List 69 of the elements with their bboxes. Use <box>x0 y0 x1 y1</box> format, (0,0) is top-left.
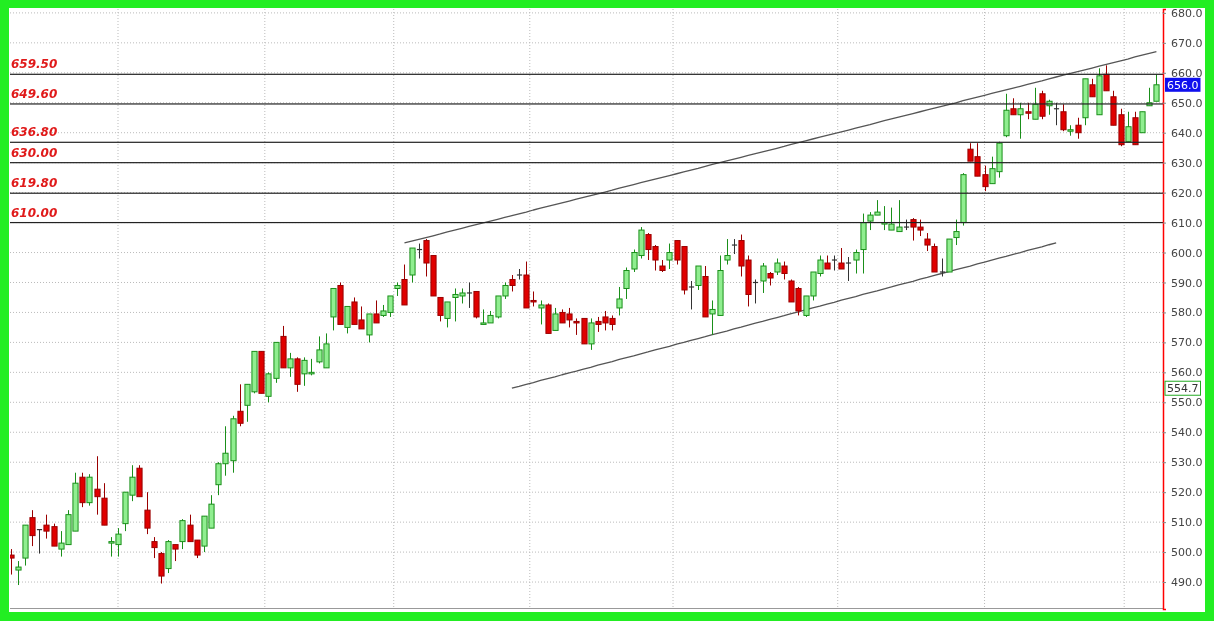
y-tick-label: 530.0 <box>1171 456 1203 470</box>
candlestick <box>10 548 15 576</box>
ref-line-label: 619.80 <box>11 176 58 191</box>
candlestick <box>623 267 630 300</box>
candlestick <box>1139 111 1146 134</box>
y-tick-label: 560.0 <box>1171 366 1203 380</box>
candlestick <box>1017 102 1024 140</box>
ref-line-label: 659.50 <box>11 57 58 72</box>
y-tick-label: 650.0 <box>1171 96 1203 110</box>
candlestick <box>953 219 960 246</box>
y-tick-label: 570.0 <box>1171 336 1203 350</box>
ref-line-label: 649.60 <box>11 86 58 101</box>
ref-line-label: 610.00 <box>11 205 58 220</box>
candlestick <box>94 455 101 516</box>
candlestick <box>838 247 845 270</box>
candlestick <box>15 560 22 586</box>
y-tick-label: 590.0 <box>1171 276 1203 290</box>
candlestick <box>1153 73 1160 102</box>
candlestick <box>1039 90 1046 120</box>
y-tick-label: 490.0 <box>1171 576 1203 590</box>
candlestick <box>1060 103 1067 132</box>
candlestick <box>373 299 380 324</box>
y-tick-label: 680.0 <box>1171 6 1203 20</box>
y-tick-label: 600.0 <box>1171 246 1203 260</box>
y-tick-label: 670.0 <box>1171 36 1203 50</box>
y-tick-label: 580.0 <box>1171 306 1203 320</box>
candlestick <box>616 286 623 316</box>
candlestick <box>552 307 559 331</box>
ref-line-label: 636.80 <box>11 125 58 140</box>
candlestick <box>237 383 244 427</box>
candlestick <box>466 281 473 309</box>
y-tick-label: 540.0 <box>1171 426 1203 440</box>
candlestick <box>538 299 545 325</box>
y-tick-label: 630.0 <box>1171 156 1203 170</box>
candlestick <box>724 238 731 266</box>
candlestick <box>1125 111 1132 143</box>
candlestick <box>179 518 186 550</box>
candlestick <box>688 280 695 310</box>
y-tick-label: 510.0 <box>1171 516 1203 530</box>
candlestick <box>444 301 451 328</box>
candlestick <box>151 536 158 559</box>
candlestick <box>1075 117 1082 140</box>
candlestick <box>29 509 36 547</box>
candlestick <box>1032 87 1039 120</box>
candlestick <box>158 551 165 585</box>
y-tick-label: 550.0 <box>1171 396 1203 410</box>
candlestick <box>144 491 151 535</box>
candlestick <box>588 317 595 351</box>
candlestick <box>695 265 702 291</box>
y-tick-label: 520.0 <box>1171 486 1203 500</box>
line-series <box>511 242 1057 389</box>
candlestick <box>845 256 852 282</box>
annotation: 656.0 <box>1167 78 1199 92</box>
y-tick-label: 620.0 <box>1171 186 1203 200</box>
y-tick-label: 610.0 <box>1171 216 1203 230</box>
y-tick-label: 660.0 <box>1171 66 1203 80</box>
y-tick-label: 640.0 <box>1171 126 1203 140</box>
y-tick-label: 500.0 <box>1171 546 1203 560</box>
candlestick <box>666 243 673 270</box>
candlestick <box>760 262 767 294</box>
ref-line-label: 630.00 <box>11 145 58 160</box>
candlestick <box>287 352 294 378</box>
annotation: 554.7 <box>1167 382 1199 396</box>
candlestick <box>853 249 860 274</box>
candlestick <box>366 313 373 343</box>
candlestick <box>344 305 351 334</box>
candlestick <box>1103 64 1110 92</box>
candlestick <box>437 296 444 322</box>
line-series <box>403 50 1158 244</box>
